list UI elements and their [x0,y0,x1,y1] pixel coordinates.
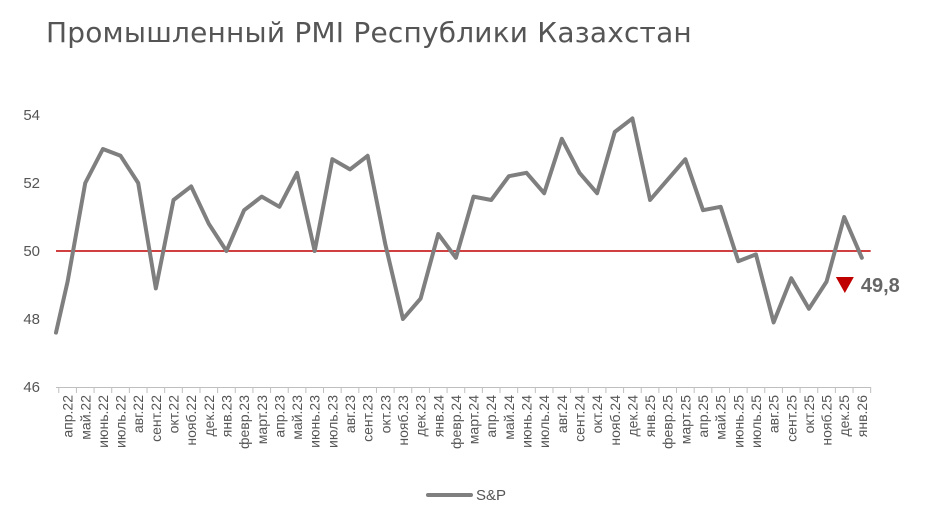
y-tick-label: 54 [23,107,40,124]
x-tick-label: март.23 [254,395,270,444]
x-tick-label: июль.25 [748,395,764,448]
x-tick-label: март.24 [466,395,482,444]
x-tick-label: февр.23 [236,395,252,449]
x-tick-label: нояб.22 [183,395,199,446]
x-axis: апр.22 май.22 июнь.22 июль.22 авг.22 сент.22 о… [56,387,872,449]
last-value-label: 49,8 [861,275,900,297]
series-line-sp [54,116,864,335]
x-tick-label: сент.24 [571,395,587,442]
x-tick-label: сент.25 [783,395,799,442]
x-tick-label: нояб.24 [607,395,623,446]
x-tick-label: февр.25 [660,395,676,449]
y-axis: 46 48 50 52 54 [23,107,40,396]
x-tick-label: авг.22 [130,395,146,433]
x-tick-label: авг.23 [342,395,358,433]
x-tick-label: апр.24 [483,395,499,438]
x-tick-label: июнь.23 [307,395,323,448]
x-tick-label: окт.24 [589,395,605,434]
x-tick-label: май.23 [289,395,305,440]
chart-title: Промышленный PMI Республики Казахстан [46,16,692,49]
x-tick-label: май.22 [77,395,93,440]
legend-label-sp: S&P [476,487,506,504]
x-tick-label: янв.25 [642,395,658,437]
x-tick-label: апр.22 [60,395,76,438]
x-tick-label: янв.24 [430,395,446,437]
down-triangle-icon [835,277,854,293]
legend: S&P [426,487,506,504]
y-tick-label: 46 [23,379,40,396]
x-tick-label: март.25 [677,395,693,444]
y-tick-label: 52 [23,175,40,192]
y-tick-label: 48 [23,311,40,328]
x-tick-label: февр.24 [448,395,464,449]
x-tick-label: апр.23 [271,395,287,438]
x-tick-label: дек.24 [624,395,640,437]
x-tick-label: окт.23 [377,395,393,434]
x-tick-label: апр.25 [695,395,711,438]
x-tick-label: май.24 [501,395,517,440]
x-tick-label: нояб.25 [819,395,835,446]
x-tick-label: окт.22 [166,395,182,434]
x-tick-label: авг.25 [766,395,782,433]
annotation-group: 49,8 [835,275,900,297]
x-tick-label: сент.22 [148,395,164,442]
x-tick-label: янв.23 [218,395,234,437]
series-group [54,116,864,335]
x-tick-label: дек.25 [836,395,852,437]
x-tick-label: май.25 [713,395,729,440]
x-tick-label: дек.22 [201,395,217,437]
x-tick-label: июль.22 [113,395,129,448]
x-tick-label: авг.24 [554,395,570,433]
x-tick-label: июнь.24 [519,395,535,448]
x-tick-label: сент.23 [360,395,376,442]
x-tick-label: янв.26 [854,395,870,437]
x-tick-label: дек.23 [413,395,429,437]
x-tick-label: июнь.22 [95,395,111,448]
x-tick-label: нояб.23 [395,395,411,446]
x-tick-label: июнь.25 [730,395,746,448]
x-tick-label: июль.23 [324,395,340,448]
x-tick-label: июль.24 [536,395,552,448]
y-tick-label: 50 [23,243,40,260]
x-tick-label: окт.25 [801,395,817,434]
